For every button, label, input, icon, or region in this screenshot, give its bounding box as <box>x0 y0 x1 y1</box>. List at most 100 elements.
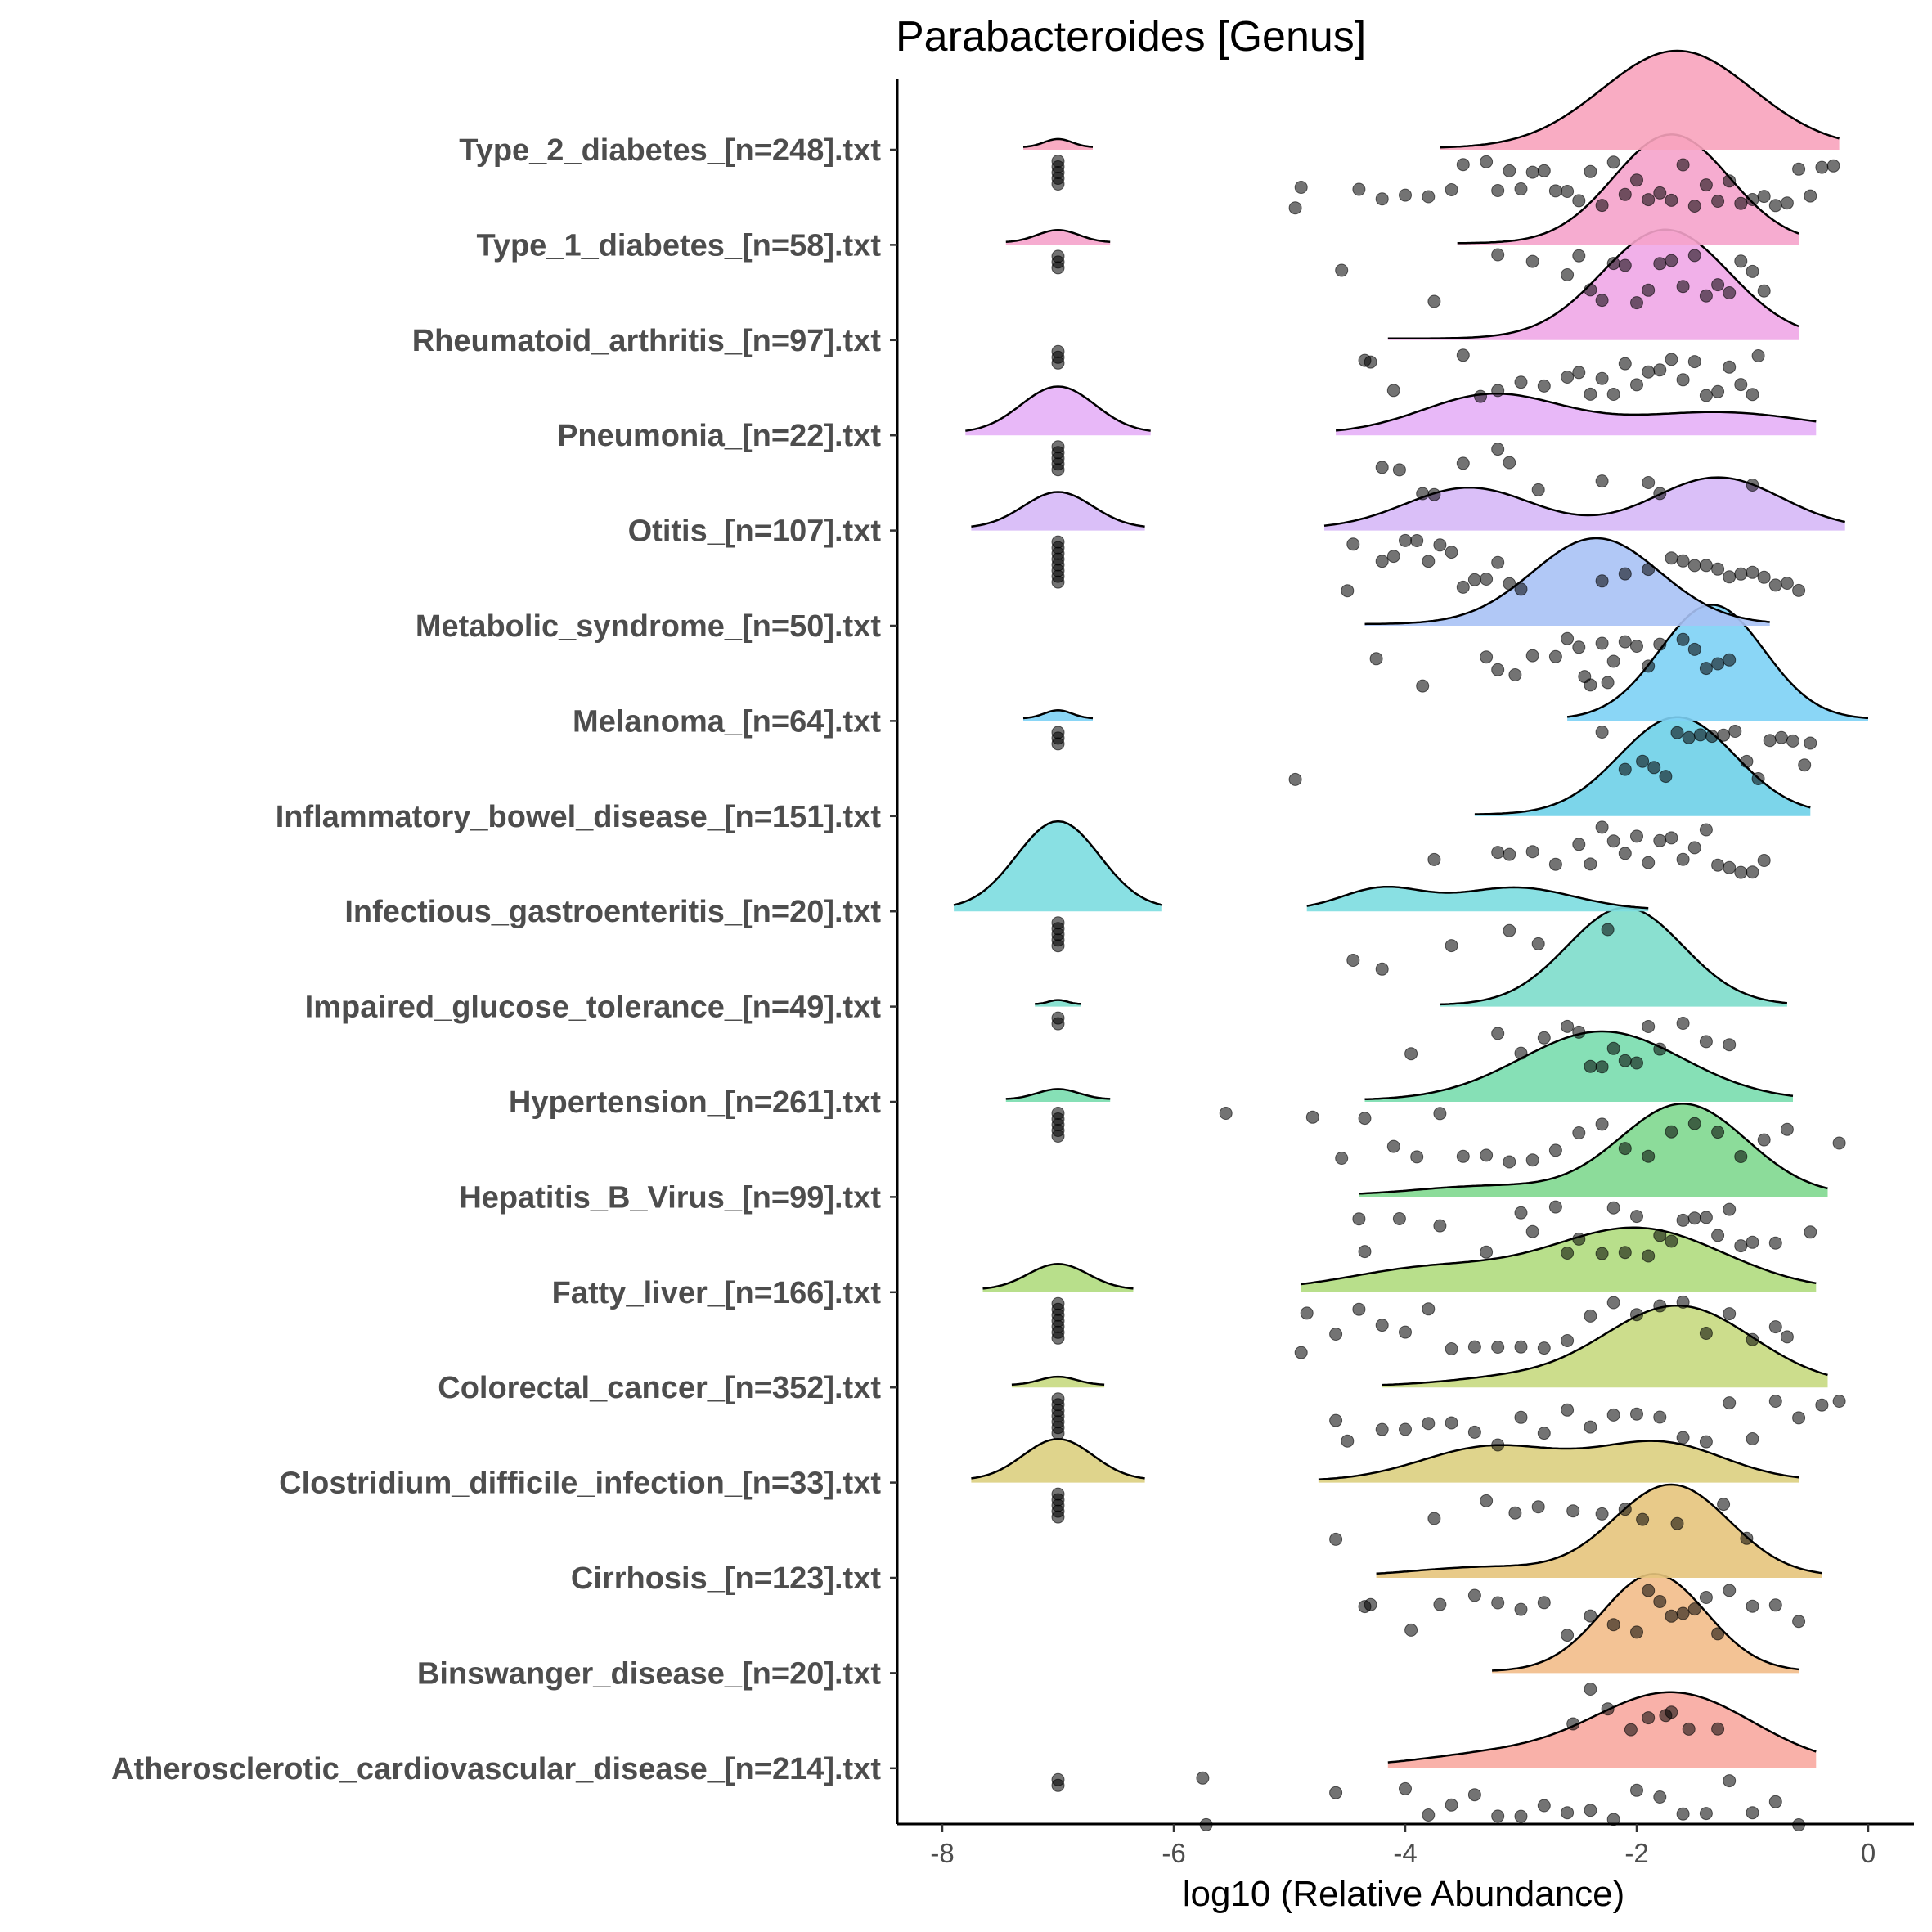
data-point <box>1572 194 1586 208</box>
data-point <box>1584 678 1597 692</box>
y-tick-label: Rheumatoid_arthritis_[n=97].txt <box>412 324 882 358</box>
data-point <box>1508 1506 1522 1520</box>
data-point <box>1699 289 1713 303</box>
zero-density-area <box>1035 1000 1081 1007</box>
density-area <box>1364 538 1770 626</box>
data-point <box>1386 1139 1400 1153</box>
data-point <box>1595 726 1609 739</box>
y-tick-label: Impaired_glucose_tolerance_[n=49].txt <box>305 991 882 1025</box>
data-point <box>1676 554 1690 568</box>
data-point <box>1630 640 1643 653</box>
density-area <box>1324 477 1845 531</box>
data-point <box>1358 1112 1372 1126</box>
data-point <box>1618 1142 1632 1156</box>
data-point <box>1352 1212 1366 1226</box>
data-point <box>1711 657 1725 671</box>
data-point <box>1780 196 1794 210</box>
data-point <box>1693 728 1707 742</box>
data-point <box>1595 820 1609 834</box>
data-point <box>1665 193 1678 207</box>
data-point <box>1456 158 1470 172</box>
density-area <box>1387 1692 1817 1768</box>
data-point <box>1699 1435 1713 1449</box>
x-tick-label: -8 <box>930 1838 954 1868</box>
zero-density-outline <box>1005 1088 1111 1100</box>
data-point <box>1676 1017 1690 1030</box>
data-point <box>1196 1771 1210 1785</box>
y-tick-label: Atherosclerotic_cardiovascular_disease_[… <box>111 1752 881 1786</box>
data-point <box>1503 456 1516 470</box>
data-point <box>1491 248 1505 262</box>
group-7 <box>1427 716 1811 879</box>
data-point <box>1572 249 1586 263</box>
data-point <box>1815 1398 1829 1412</box>
data-point <box>1595 199 1609 213</box>
data-point <box>1572 640 1586 654</box>
density-area <box>1364 1031 1793 1102</box>
data-point <box>1352 1302 1366 1316</box>
data-point <box>1467 1425 1481 1439</box>
data-point <box>1584 1059 1597 1073</box>
data-point <box>1676 1807 1690 1821</box>
data-point <box>1445 1798 1458 1812</box>
data-point <box>1630 1783 1643 1797</box>
data-point <box>1630 1407 1643 1421</box>
data-point <box>1404 1623 1418 1637</box>
data-point <box>1687 355 1701 369</box>
density-outline <box>1566 604 1869 720</box>
data-point <box>1653 1790 1667 1804</box>
x-tick-label: 0 <box>1861 1838 1876 1868</box>
data-point <box>1595 1060 1609 1074</box>
density-outline <box>1440 49 1840 149</box>
y-tick-label: Melanoma_[n=64].txt <box>573 704 881 739</box>
data-point <box>1723 286 1737 299</box>
data-point <box>1467 1340 1481 1354</box>
data-point <box>1699 1327 1713 1340</box>
data-point <box>1404 1047 1418 1061</box>
density-area <box>1336 393 1817 436</box>
data-point <box>1630 1210 1643 1224</box>
data-point <box>1422 1808 1436 1822</box>
data-point <box>1768 1320 1782 1334</box>
data-point <box>1676 1431 1690 1445</box>
data-point <box>1763 734 1777 748</box>
data-point <box>1584 387 1597 401</box>
data-point <box>1699 823 1713 837</box>
data-point <box>1606 155 1620 169</box>
data-point <box>1780 577 1794 590</box>
data-point <box>1711 278 1725 292</box>
data-point <box>1514 1340 1528 1354</box>
data-point <box>1572 366 1586 380</box>
data-point <box>1618 1054 1632 1067</box>
data-point <box>1723 1307 1737 1321</box>
data-point <box>1491 555 1505 569</box>
data-point <box>1636 754 1650 768</box>
data-point <box>1525 1224 1539 1238</box>
data-point <box>1723 653 1737 667</box>
data-point <box>1514 1410 1528 1424</box>
data-point <box>1352 182 1366 196</box>
data-point <box>1491 1809 1505 1823</box>
data-point <box>1606 1618 1620 1632</box>
x-tick-label: -2 <box>1624 1838 1648 1868</box>
data-point <box>1711 195 1725 208</box>
data-point <box>1427 1512 1441 1525</box>
density-outline <box>1387 228 1799 340</box>
data-point <box>1606 1813 1620 1826</box>
data-point <box>1676 373 1690 387</box>
data-point <box>1618 187 1632 201</box>
data-point <box>1768 1795 1782 1808</box>
data-point <box>1723 1584 1737 1597</box>
data-point <box>1786 734 1799 748</box>
group-6 <box>1022 604 1869 786</box>
y-tick-label: Hypertension_[n=261].txt <box>509 1085 881 1120</box>
data-point <box>1653 487 1667 501</box>
data-point <box>1804 736 1817 750</box>
data-point <box>1606 1201 1620 1215</box>
data-point <box>1734 196 1748 210</box>
data-point <box>1642 1249 1656 1263</box>
data-point <box>1456 580 1470 594</box>
data-point <box>1525 649 1539 663</box>
data-point <box>1676 158 1690 172</box>
x-tick-label: -6 <box>1161 1838 1185 1868</box>
